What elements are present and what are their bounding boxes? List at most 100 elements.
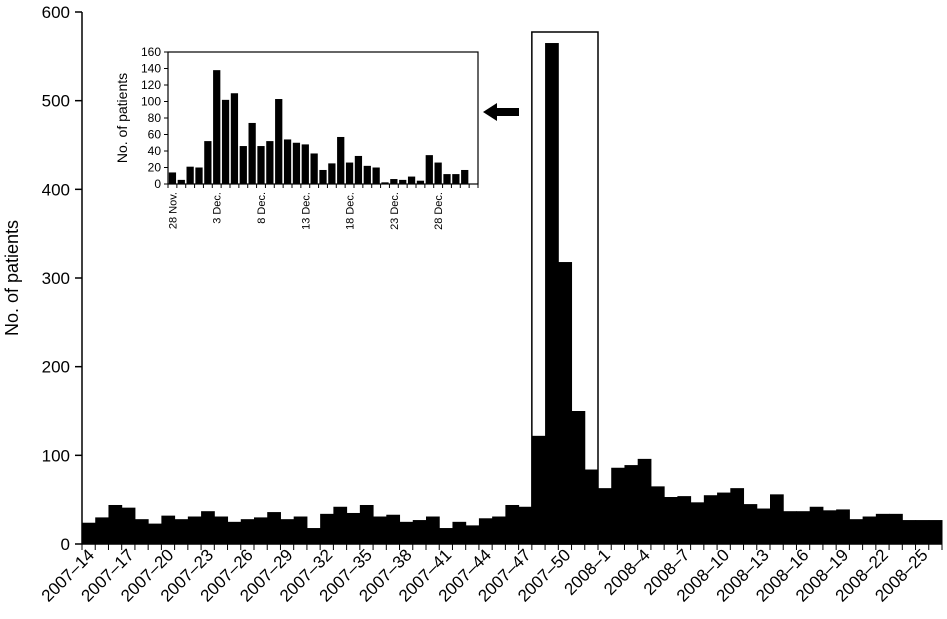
bar-2008–12 [743,504,758,544]
inset-x-tick-label: 28 Nov. [167,192,179,229]
inset-bar-25 Dec. [407,176,416,184]
bar-2007–36 [373,516,387,544]
bar-2007–32 [320,513,334,544]
bar-2007–17 [121,507,136,544]
inset-bar-5 Dec. [230,93,239,184]
inset-bar-27 Dec. [425,155,433,185]
bar-2008–10 [717,492,731,544]
inset-y-tick-label: 20 [148,161,162,175]
main-y-tick-label: 300 [42,269,70,288]
bar-2007–30 [293,516,308,544]
bar-2007–26 [240,519,255,544]
bar-2007–14 [82,522,96,544]
main-y-tick-label: 500 [42,92,70,111]
bar-2007–35 [359,504,374,544]
inset-bar-29 Nov. [177,179,185,185]
inset-bar-28 Nov. [168,172,177,184]
bar-2008–13 [756,508,771,544]
inset-bar-23 Dec. [390,179,398,184]
main-y-tick-label: 200 [42,358,70,377]
bar-2008–16 [796,511,811,544]
bar-2008–5 [650,486,665,544]
inset-bar-3 Dec. [213,70,221,184]
inset-bar-8 Dec. [257,146,265,184]
bar-2007–48 [531,435,546,544]
main-y-ticks: 0 100 200 300 400 500 600 [42,3,82,554]
inset-y-tick-label: 0 [154,177,161,191]
bar-2007–43 [465,525,480,544]
left-arrow-icon [483,103,519,121]
bar-2007–47 [518,506,533,544]
inset-y-tick-label: 100 [141,95,161,109]
inset-bar-28 Dec. [434,162,442,184]
inset-y-tick-label: 80 [148,111,162,125]
bar-2007–29 [280,519,295,544]
inset-bar-1 Dec. [195,167,203,184]
bar-2007–16 [108,504,123,544]
bar-2008–23 [889,513,903,544]
inset-bar-21 Dec. [372,167,380,184]
bar-2007–34 [346,512,361,544]
inset-bar-20 Dec. [363,165,371,184]
bar-2008–20 [849,519,864,544]
inset-x-ticks: 28 Nov. 3 Dec. 8 Dec. 13 Dec. 18 Dec. 23 Dec.… [167,184,479,230]
bar-2007–18 [134,519,149,544]
inset-bar-17 Dec. [337,136,345,184]
bar-2008–4 [637,458,652,544]
inset-bar-29 Dec. [443,174,451,184]
inset-bar-13 Dec. [301,144,309,184]
bar-2007–42 [452,521,467,544]
inset-bar-16 Dec. [328,163,336,185]
bar-2008–14 [770,494,784,544]
inset-y-tick-label: 60 [148,128,162,142]
inset-x-tick-label: 28 Dec. [433,192,445,230]
inset-bars [168,70,469,185]
bar-2008–8 [690,502,705,544]
bar-2008–18 [822,510,837,544]
bar-2007–22 [187,516,202,544]
bar-2008–6 [664,497,678,544]
inset-bar-15 Dec. [319,169,327,184]
bar-2007–25 [227,521,242,544]
bar-2007–21 [174,519,189,544]
bar-2008–9 [703,495,718,544]
bar-2007–38 [399,521,414,544]
inset-y-ticks: 0 20 40 60 80 100 120 140 160 [141,45,168,191]
inset-bar-30 Dec. [452,174,460,184]
inset-bar-30 Nov. [186,166,194,184]
bar-2007–37 [386,514,401,544]
inset-x-tick-label: 3 Dec. [212,192,224,224]
main-y-tick-label: 600 [42,3,70,22]
bar-2008–11 [730,488,745,544]
inset-bar-31 Dec. [461,169,469,184]
inset-bar-6 Dec. [239,146,247,184]
bar-2008–3 [624,465,639,544]
bar-2007–31 [306,528,321,544]
bar-2007–49 [545,43,559,544]
inset-x-tick-label: 13 Dec. [300,192,312,230]
inset-bar-10 Dec. [275,99,283,184]
bar-2007–44 [478,518,493,544]
inset-y-tick-label: 40 [148,144,162,158]
bar-2008–1 [598,488,612,544]
inset-y-axis-title: No. of patients [114,73,130,163]
inset-bar-18 Dec. [345,162,354,184]
bar-2007–45 [492,516,506,544]
bar-2007–41 [439,528,453,544]
bar-2008–22 [875,513,890,544]
inset-y-tick-label: 160 [141,45,161,59]
bar-2007–39 [412,520,427,544]
inset-y-tick-label: 140 [141,62,161,76]
bar-2008–26 [928,520,943,544]
inset-bar-7 Dec. [248,122,256,184]
inset-x-tick-label: 18 Dec. [345,192,357,230]
inset-bar-9 Dec. [266,141,274,184]
main-y-tick-label: 0 [61,535,70,554]
inset-bar-2 Dec. [204,141,212,184]
main-y-tick-label: 100 [42,446,70,465]
bar-2007–40 [426,516,440,544]
main-bars [82,43,943,544]
bar-2007–28 [267,512,281,544]
inset-bar-4 Dec. [221,99,230,184]
